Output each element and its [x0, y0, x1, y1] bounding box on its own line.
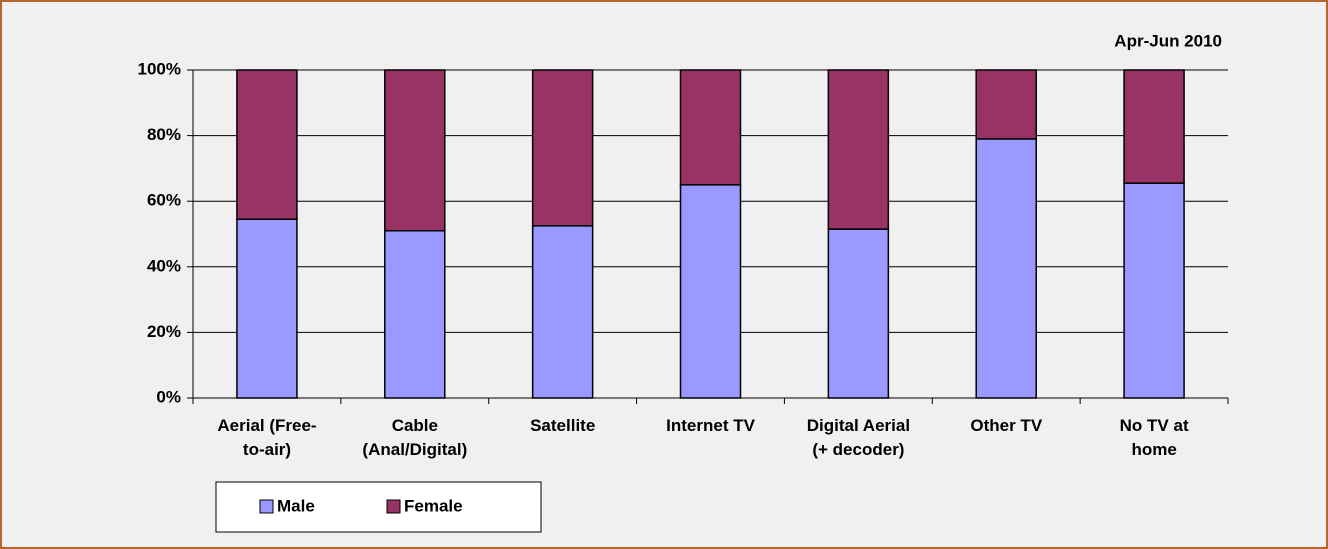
y-tick-label: 0%: [156, 387, 181, 406]
bar-segment: [236, 218, 298, 399]
x-tick-label: Cable (Anal/Digital): [362, 416, 468, 459]
bar-segment: [531, 225, 594, 399]
bar-segment: [679, 184, 742, 399]
legend-label: Female: [404, 496, 463, 515]
x-tick-label: Other TV: [970, 416, 1043, 435]
bar-segment: [236, 69, 298, 220]
bar-segment: [384, 229, 446, 399]
legend-swatch: [386, 499, 401, 514]
chart-subtitle: Apr-Jun 2010: [1114, 31, 1222, 50]
x-tick-label: Internet TV: [666, 416, 755, 435]
y-tick-label: 40%: [147, 256, 181, 275]
y-tick-label: 60%: [147, 191, 181, 210]
legend-swatch: [259, 499, 274, 514]
legend-label: Male: [277, 496, 315, 515]
bar-segment: [975, 69, 1037, 140]
bar-segment: [679, 69, 742, 186]
y-tick-label: 80%: [147, 125, 181, 144]
y-tick-label: 100%: [138, 59, 181, 78]
legend: Male Female: [215, 481, 542, 533]
bar-segment: [827, 69, 890, 230]
x-tick-label: Digital Aerial (+ decoder): [806, 416, 911, 459]
x-tick-label: Satellite: [530, 416, 596, 435]
bar-segment: [531, 69, 594, 227]
bar-segment: [384, 69, 446, 232]
bar-segment: [1123, 182, 1185, 399]
x-tick-label: No TV at home: [1119, 416, 1189, 459]
x-tick-label: Aerial (Free- to-air): [217, 416, 317, 459]
bar-segment: [975, 138, 1037, 399]
bar-segment: [1123, 69, 1185, 184]
y-tick-label: 20%: [147, 322, 181, 341]
bar-segment: [827, 228, 890, 399]
